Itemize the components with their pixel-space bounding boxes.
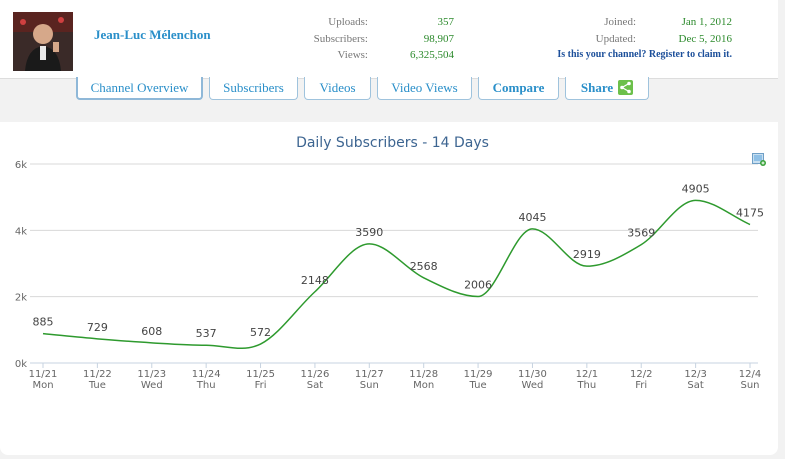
data-label: 608 xyxy=(141,325,162,338)
x-tick-label: 11/22 xyxy=(83,369,112,380)
x-tick-label: 11/21 xyxy=(29,369,58,380)
x-tick-label: 12/2 xyxy=(630,369,652,380)
channel-name[interactable]: Jean-Luc Mélenchon xyxy=(94,27,211,42)
x-weekday-label: Tue xyxy=(469,380,487,391)
data-label: 2568 xyxy=(410,260,438,273)
views-value: 6,325,504 xyxy=(410,49,454,61)
data-label: 2919 xyxy=(573,248,601,261)
data-label: 4175 xyxy=(736,207,764,220)
x-weekday-label: Sun xyxy=(360,380,379,391)
x-tick-label: 11/28 xyxy=(409,369,438,380)
joined-value: Jan 1, 2012 xyxy=(681,16,732,28)
x-weekday-label: Fri xyxy=(255,380,267,391)
x-weekday-label: Sun xyxy=(740,380,759,391)
tab-share[interactable]: Share xyxy=(565,77,649,100)
data-label: 3569 xyxy=(627,227,655,240)
x-tick-label: 12/1 xyxy=(576,369,598,380)
uploads-label: Uploads: xyxy=(328,16,368,28)
x-tick-label: 12/4 xyxy=(739,369,761,380)
x-tick-label: 11/24 xyxy=(192,369,221,380)
tab-channel-overview[interactable]: Channel Overview xyxy=(76,77,203,100)
data-label: 572 xyxy=(250,326,271,339)
x-weekday-label: Fri xyxy=(635,380,647,391)
x-weekday-label: Mon xyxy=(32,380,53,391)
x-weekday-label: Mon xyxy=(413,380,434,391)
export-chart-icon[interactable] xyxy=(752,153,766,166)
x-weekday-label: Tue xyxy=(88,380,106,391)
data-label: 885 xyxy=(33,316,54,329)
x-tick-label: 11/25 xyxy=(246,369,275,380)
updated-label: Updated: xyxy=(595,33,636,45)
chart-card xyxy=(0,122,778,455)
data-label: 3590 xyxy=(355,226,383,239)
y-tick-label: 2k xyxy=(15,293,27,304)
x-weekday-label: Thu xyxy=(576,380,596,391)
x-weekday-label: Wed xyxy=(141,380,163,391)
x-weekday-label: Sat xyxy=(307,380,323,391)
data-label: 729 xyxy=(87,321,108,334)
x-tick-label: 11/26 xyxy=(301,369,330,380)
chart-title: Daily Subscribers - 14 Days xyxy=(296,135,489,151)
share-icon xyxy=(618,80,634,95)
tab-subscribers[interactable]: Subscribers xyxy=(209,77,298,100)
y-tick-label: 4k xyxy=(15,226,27,237)
channel-header: Jean-Luc Mélenchon Uploads: 357 Subscrib… xyxy=(0,0,778,79)
x-tick-label: 11/23 xyxy=(137,369,166,380)
data-label: 4045 xyxy=(518,211,546,224)
data-label: 537 xyxy=(196,327,217,340)
x-weekday-label: Sat xyxy=(687,380,703,391)
x-tick-label: 11/29 xyxy=(464,369,493,380)
x-tick-label: 12/3 xyxy=(684,369,706,380)
x-weekday-label: Thu xyxy=(196,380,216,391)
channel-avatar[interactable] xyxy=(13,12,73,71)
uploads-value: 357 xyxy=(437,16,455,28)
subscribers-value: 98,907 xyxy=(423,33,454,45)
claim-channel-link[interactable]: Is this your channel? Register to claim … xyxy=(557,49,732,60)
tab-share-label: Share xyxy=(580,80,614,95)
data-label: 2148 xyxy=(301,274,329,287)
series-line xyxy=(42,199,751,350)
tab-videos[interactable]: Videos xyxy=(304,77,371,100)
x-tick-label: 11/30 xyxy=(518,369,547,380)
updated-value: Dec 5, 2016 xyxy=(678,33,732,45)
data-label: 2006 xyxy=(464,278,492,291)
subscribers-label: Subscribers: xyxy=(313,33,368,45)
y-tick-label: 6k xyxy=(15,160,27,171)
views-label: Views: xyxy=(337,49,368,61)
x-tick-label: 11/27 xyxy=(355,369,384,380)
x-weekday-label: Wed xyxy=(522,380,544,391)
data-label: 4905 xyxy=(682,182,710,195)
tab-compare[interactable]: Compare xyxy=(478,77,559,100)
y-tick-label: 0k xyxy=(15,359,27,370)
tab-video-views[interactable]: Video Views xyxy=(377,77,472,100)
joined-label: Joined: xyxy=(604,16,636,28)
